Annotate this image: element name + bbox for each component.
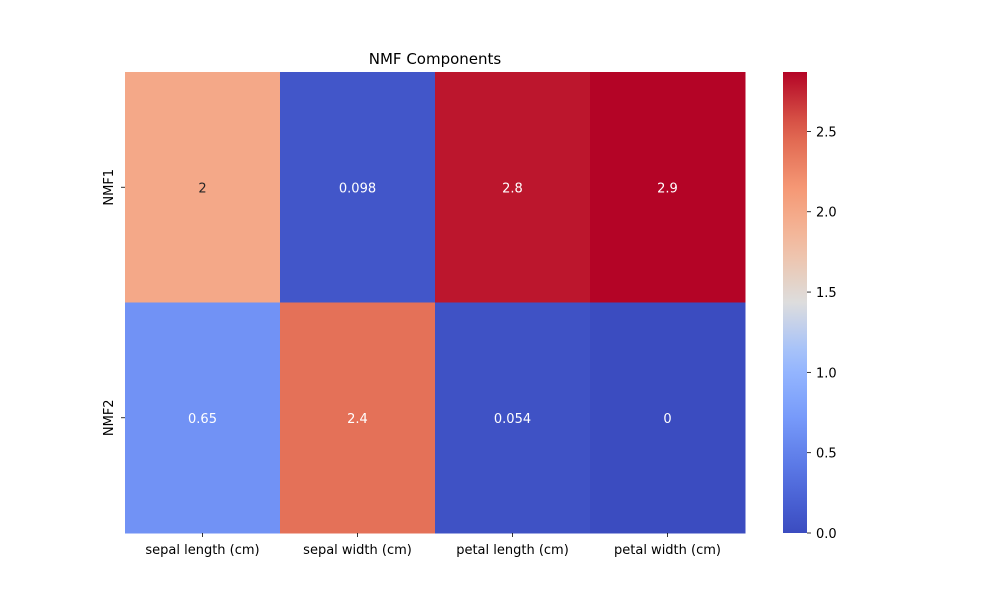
heatmap-cell-1-1	[280, 302, 436, 534]
colorbar: 0.0 0.5 1.0 1.5 2.0 2.5	[783, 72, 837, 542]
heatmap-cell-0-1	[280, 72, 436, 303]
cell-label-0-0: 2	[198, 181, 206, 196]
colorbar-tick-label-1: 0.5	[816, 447, 837, 462]
cell-label-1-2: 0.054	[494, 412, 531, 427]
cell-label-0-2: 2.8	[502, 181, 523, 196]
cell-label-1-3: 0	[663, 412, 671, 427]
colorbar-tick-label-4: 2.0	[816, 206, 837, 221]
y-axis: NMF1 NMF2	[102, 169, 125, 436]
colorbar-tick-label-0: 0.0	[816, 527, 837, 542]
heatmap-cell-1-2	[435, 302, 591, 534]
x-tick-label-2: petal length (cm)	[456, 543, 569, 558]
cell-label-0-3: 2.9	[657, 181, 678, 196]
heatmap-cell-0-3	[590, 72, 746, 303]
colorbar-tick-label-5: 2.5	[816, 125, 837, 140]
heatmap-cell-1-0	[125, 302, 281, 534]
x-tick-label-0: sepal length (cm)	[145, 543, 259, 558]
cell-label-0-1: 0.098	[339, 181, 376, 196]
y-tick-label-0: NMF1	[102, 169, 117, 206]
colorbar-tick-label-2: 1.0	[816, 366, 837, 381]
x-axis: sepal length (cm) sepal width (cm) petal l…	[145, 533, 721, 558]
cell-label-1-1: 2.4	[347, 412, 368, 427]
heatmap-cell-1-3	[590, 302, 746, 534]
cell-label-1-0: 0.65	[188, 412, 217, 427]
heatmap-cell-0-0	[125, 72, 281, 303]
colorbar-gradient	[783, 72, 807, 533]
y-tick-label-1: NMF2	[102, 399, 117, 436]
colorbar-tick-label-3: 1.5	[816, 286, 837, 301]
x-tick-label-3: petal width (cm)	[614, 543, 721, 558]
heatmap-cells: 2 0.098 2.8 2.9 0.65 2.4 0.054 0	[125, 72, 746, 534]
heatmap-cell-0-2	[435, 72, 591, 303]
x-tick-label-1: sepal width (cm)	[303, 543, 412, 558]
chart-title: NMF Components	[369, 50, 502, 68]
